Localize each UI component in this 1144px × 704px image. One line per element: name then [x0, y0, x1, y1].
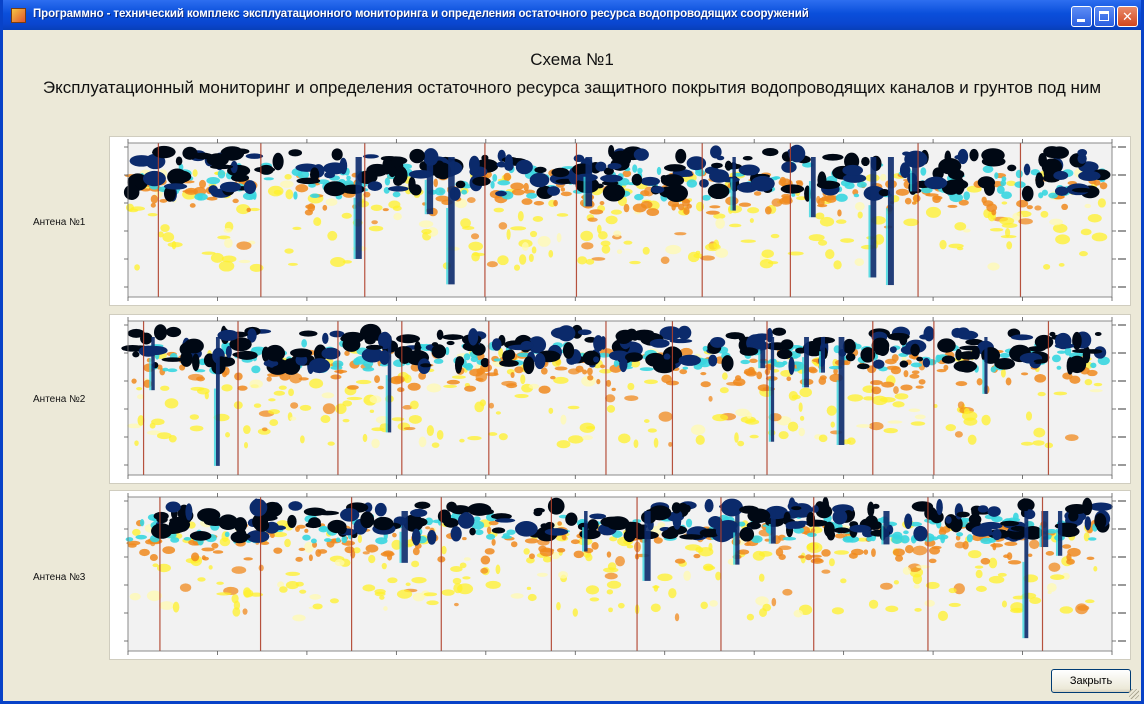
- title-bar[interactable]: Программно - технический комплекс эксплу…: [3, 0, 1141, 30]
- minimize-icon: [1077, 19, 1085, 22]
- radargram-antenna-2: [109, 314, 1131, 484]
- antenna-3-label: Антена №3: [33, 572, 86, 583]
- radargram-antenna-1: [109, 136, 1131, 306]
- scheme-title: Схема №1: [530, 50, 614, 69]
- radargram-antenna-1-image: [110, 137, 1130, 305]
- maximize-icon: [1099, 11, 1109, 21]
- maximize-button[interactable]: [1094, 6, 1115, 27]
- close-button[interactable]: Закрыть: [1051, 669, 1131, 693]
- close-window-button[interactable]: ✕: [1117, 6, 1138, 27]
- window-title: Программно - технический комплекс эксплу…: [33, 8, 809, 20]
- radargram-antenna-2-image: [110, 315, 1130, 483]
- close-icon: ✕: [1122, 9, 1133, 24]
- radargram-antenna-3-image: [110, 491, 1130, 659]
- minimize-button[interactable]: [1071, 6, 1092, 27]
- resize-grip[interactable]: [1129, 689, 1139, 699]
- app-icon[interactable]: [11, 8, 26, 23]
- antenna-1-label: Антена №1: [33, 217, 86, 228]
- antenna-2-label: Антена №2: [33, 394, 86, 405]
- scheme-subtitle: Эксплуатационный мониторинг и определени…: [42, 78, 1102, 97]
- radargram-antenna-3: [109, 490, 1131, 660]
